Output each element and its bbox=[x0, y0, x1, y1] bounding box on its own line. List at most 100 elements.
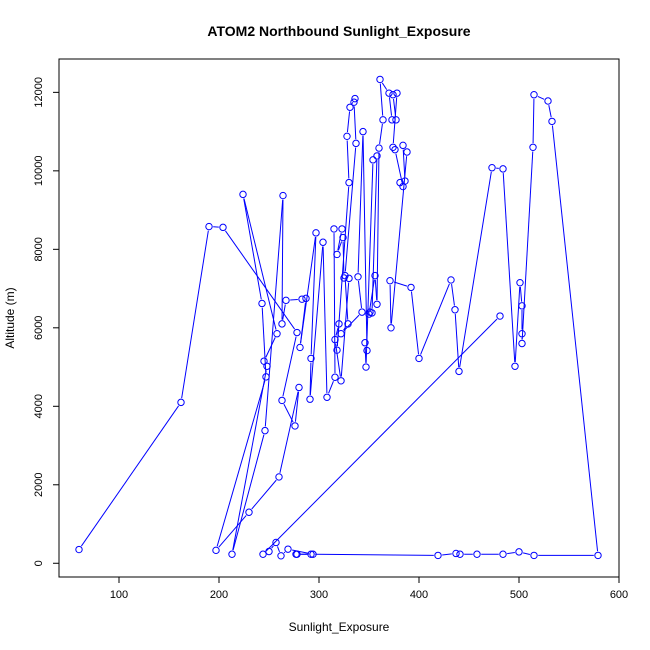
data-point bbox=[279, 191, 287, 200]
data-point bbox=[401, 177, 409, 185]
series-segment bbox=[402, 149, 406, 177]
data-point bbox=[399, 141, 407, 150]
series-segment bbox=[309, 362, 312, 396]
data-point bbox=[239, 190, 247, 199]
data-point bbox=[396, 178, 404, 187]
series-segment bbox=[346, 111, 351, 133]
series-segment bbox=[232, 370, 267, 551]
series-segment bbox=[181, 230, 209, 399]
data-point bbox=[323, 393, 331, 401]
series-segment bbox=[337, 241, 343, 251]
series-segment bbox=[393, 281, 408, 287]
series-segment bbox=[548, 105, 552, 118]
x-axis-label: Sunlight_Exposure bbox=[289, 620, 390, 634]
series-segment bbox=[522, 552, 531, 555]
data-point bbox=[346, 103, 354, 111]
series-segment bbox=[532, 98, 535, 144]
series-segment bbox=[388, 97, 393, 116]
data-point bbox=[265, 547, 273, 556]
data-point bbox=[386, 277, 394, 285]
data-point bbox=[387, 324, 395, 332]
data-point bbox=[258, 299, 266, 308]
data-point bbox=[375, 144, 383, 152]
data-point bbox=[388, 116, 396, 124]
data-point bbox=[333, 346, 341, 354]
series-segment bbox=[243, 198, 277, 330]
data-point bbox=[307, 354, 315, 363]
data-point bbox=[307, 550, 315, 558]
x-tick-label: 200 bbox=[210, 589, 228, 601]
data-point bbox=[262, 373, 270, 381]
data-point bbox=[496, 312, 504, 320]
data-point bbox=[415, 354, 423, 363]
x-tick-label: 300 bbox=[310, 589, 328, 601]
data-point bbox=[407, 283, 415, 292]
series-segment bbox=[271, 545, 274, 549]
series-segment bbox=[410, 291, 420, 355]
data-point bbox=[278, 396, 286, 405]
data-point bbox=[359, 127, 367, 136]
data-point bbox=[373, 300, 381, 308]
data-point bbox=[278, 320, 286, 328]
data-point bbox=[331, 335, 339, 344]
series-segment bbox=[362, 135, 368, 347]
data-point bbox=[358, 308, 366, 316]
data-point bbox=[335, 320, 343, 328]
data-point bbox=[351, 94, 359, 103]
series-segment bbox=[336, 186, 350, 347]
data-point bbox=[350, 98, 358, 106]
series-segment bbox=[216, 380, 266, 547]
series-segment bbox=[292, 549, 309, 554]
series-segment bbox=[551, 125, 599, 552]
data-point bbox=[518, 329, 526, 338]
series-segment bbox=[381, 82, 388, 90]
data-point bbox=[363, 346, 371, 355]
data-point bbox=[391, 145, 399, 154]
data-point bbox=[362, 363, 370, 371]
series-segment bbox=[251, 479, 277, 510]
data-point bbox=[298, 295, 306, 303]
data-point bbox=[331, 373, 339, 381]
data-point bbox=[511, 362, 519, 370]
series-segment bbox=[335, 343, 341, 377]
data-point bbox=[282, 296, 290, 305]
series-segment bbox=[379, 123, 383, 144]
data-point bbox=[544, 97, 552, 105]
data-point bbox=[455, 367, 463, 376]
data-point bbox=[293, 328, 301, 337]
data-point bbox=[319, 238, 327, 246]
data-point bbox=[392, 116, 400, 124]
series-segment bbox=[390, 156, 408, 324]
data-point bbox=[452, 549, 460, 558]
series-segment bbox=[376, 152, 380, 301]
y-tick-label: 8000 bbox=[33, 237, 45, 261]
series-segment bbox=[279, 391, 299, 473]
x-tick-label: 400 bbox=[410, 589, 428, 601]
y-axis: 0 2000 4000 6000 8000 10000 12000 bbox=[33, 77, 59, 566]
data-point bbox=[295, 383, 303, 392]
series-segment bbox=[502, 173, 516, 363]
data-point bbox=[75, 545, 83, 554]
data-point bbox=[293, 550, 301, 558]
data-point bbox=[529, 143, 537, 151]
series-segment bbox=[225, 230, 295, 330]
data-point bbox=[302, 294, 310, 303]
data-point bbox=[343, 132, 351, 141]
series-segment bbox=[365, 164, 374, 363]
data-point bbox=[499, 550, 507, 558]
data-point bbox=[379, 116, 387, 124]
data-point bbox=[177, 398, 185, 407]
data-point bbox=[312, 229, 320, 237]
data-point bbox=[345, 178, 353, 187]
plot-frame bbox=[58, 58, 620, 578]
data-point bbox=[272, 538, 280, 547]
data-point bbox=[473, 550, 481, 558]
series-segment bbox=[282, 304, 286, 320]
chart-title: ATOM2 Northbound Sunlight_Exposure bbox=[207, 23, 470, 39]
data-point bbox=[330, 225, 338, 233]
series-segment bbox=[389, 284, 392, 324]
series-segment bbox=[395, 153, 403, 183]
series-segment bbox=[351, 102, 354, 104]
data-point bbox=[275, 473, 283, 481]
data-point bbox=[228, 550, 236, 558]
